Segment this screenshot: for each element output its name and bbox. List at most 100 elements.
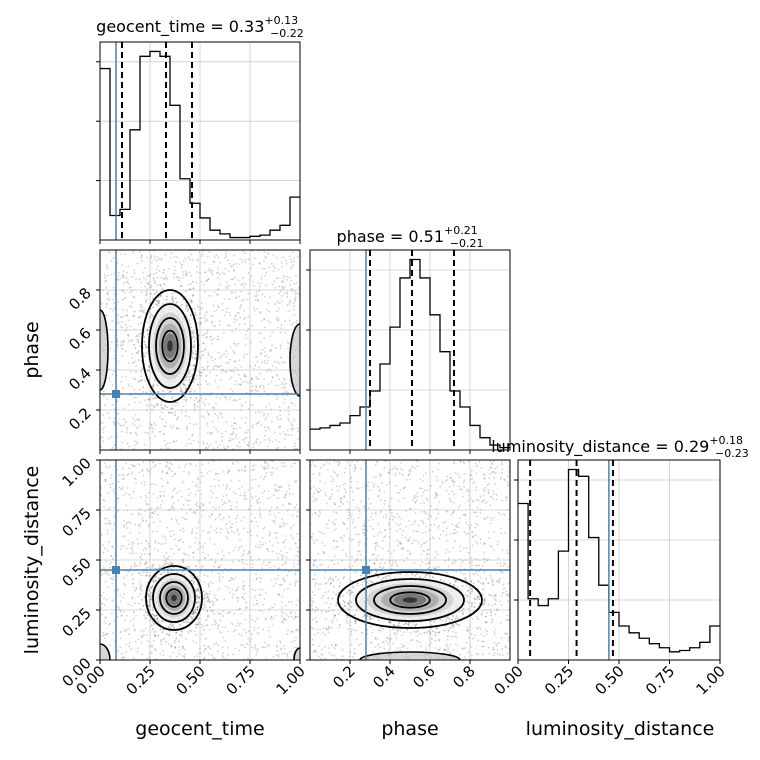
sample-point	[136, 650, 139, 653]
sample-point	[207, 616, 209, 618]
sample-point	[150, 292, 152, 295]
sample-point	[143, 341, 146, 344]
sample-point	[210, 514, 213, 517]
sample-point	[187, 473, 190, 475]
sample-point	[188, 471, 191, 474]
sample-point	[121, 614, 123, 617]
sample-point	[239, 305, 242, 308]
sample-point	[202, 607, 204, 610]
sample-point	[258, 366, 261, 369]
sample-point	[171, 475, 174, 477]
sample-point	[254, 356, 257, 359]
sample-point	[479, 538, 482, 541]
sample-point	[242, 580, 245, 583]
sample-point	[132, 377, 135, 380]
sample-point	[226, 646, 229, 649]
sample-point	[131, 597, 134, 600]
sample-point	[281, 300, 283, 302]
sample-point	[177, 548, 180, 551]
sample-point	[264, 641, 267, 644]
sample-point	[159, 490, 162, 493]
sample-point	[290, 258, 293, 261]
sample-point	[379, 646, 382, 649]
sample-point	[265, 405, 268, 408]
contour-line	[293, 647, 300, 660]
sample-point	[276, 277, 278, 279]
sample-point	[170, 252, 173, 255]
sample-point	[237, 600, 240, 603]
sample-point	[311, 536, 313, 538]
sample-point	[218, 566, 221, 568]
sample-point	[388, 637, 391, 640]
sample-point	[150, 651, 153, 654]
sample-point	[132, 252, 134, 255]
sample-point	[102, 635, 104, 637]
axis-ticks	[306, 269, 471, 454]
sample-point	[232, 427, 235, 430]
sample-point	[210, 525, 212, 528]
sample-point	[419, 477, 422, 480]
sample-point	[106, 632, 109, 635]
sample-point	[146, 592, 149, 595]
sample-point	[294, 646, 296, 649]
sample-point	[363, 528, 365, 531]
sample-point	[165, 552, 168, 554]
sample-point	[479, 576, 482, 579]
sample-point	[367, 507, 370, 510]
sample-point	[167, 267, 170, 270]
sample-point	[283, 402, 286, 404]
sample-point	[128, 467, 131, 470]
sample-point	[246, 657, 249, 660]
sample-point	[499, 571, 502, 573]
sample-point	[177, 522, 180, 525]
sample-point	[248, 278, 251, 280]
sample-point	[311, 512, 314, 515]
sample-point	[282, 555, 284, 558]
sample-point	[207, 583, 210, 586]
sample-point	[294, 295, 297, 298]
sample-point	[190, 388, 193, 391]
sample-point	[152, 461, 155, 464]
sample-point	[202, 334, 204, 337]
sample-point	[185, 410, 188, 413]
sample-point	[285, 561, 288, 564]
sample-point	[311, 597, 313, 599]
sample-point	[212, 367, 215, 370]
sample-point	[331, 609, 334, 612]
sample-point	[208, 593, 211, 596]
sample-point	[255, 295, 257, 298]
sample-point	[165, 275, 168, 278]
sample-point	[144, 561, 147, 564]
sample-point	[120, 545, 123, 547]
sample-point	[137, 542, 139, 545]
sample-point	[147, 508, 150, 511]
sample-point	[233, 531, 236, 534]
sample-point	[196, 485, 199, 488]
sample-point	[345, 619, 348, 622]
sample-point	[445, 548, 448, 551]
sample-point	[459, 565, 462, 568]
sample-point	[474, 462, 477, 465]
sample-point	[318, 471, 321, 474]
sample-point	[288, 503, 291, 505]
sample-point	[140, 641, 143, 644]
sample-point	[158, 302, 160, 305]
sample-point	[190, 508, 192, 511]
sample-point	[236, 528, 239, 531]
sample-point	[378, 546, 381, 548]
sample-point	[209, 432, 212, 435]
sample-point	[140, 553, 143, 556]
sample-point	[217, 625, 220, 627]
sample-point	[467, 524, 469, 526]
sample-point	[126, 315, 129, 317]
sample-point	[290, 526, 293, 529]
sample-point	[233, 398, 236, 401]
sample-point	[243, 469, 246, 472]
sample-point	[288, 310, 290, 312]
sample-point	[141, 367, 144, 370]
sample-point	[394, 560, 397, 563]
sample-point	[194, 353, 197, 356]
sample-point	[233, 351, 236, 354]
sample-point	[420, 519, 423, 522]
sample-point	[209, 601, 211, 604]
